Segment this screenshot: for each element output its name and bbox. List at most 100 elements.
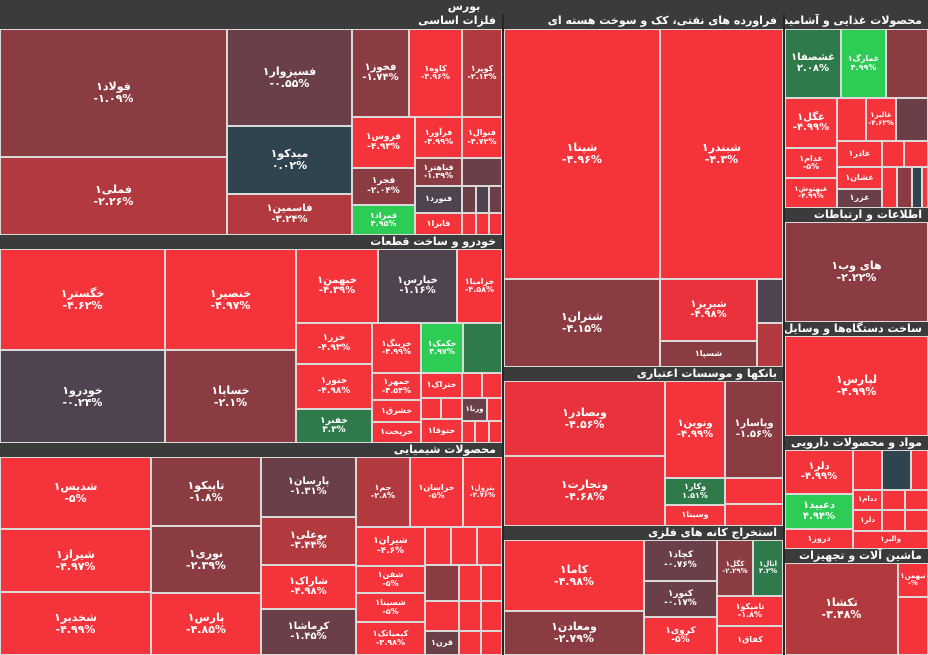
stock-tile-kafagh[interactable]: کفاق۱ — [717, 626, 783, 655]
stock-tile-kupar[interactable]: کوپر۱ -۲.۱۳% — [462, 29, 502, 117]
stock-tile-small[interactable] — [489, 421, 502, 443]
stock-tile-shedis[interactable]: شدیس۱ -۵% — [0, 457, 151, 529]
sector-header-oil[interactable]: فراورده های نفتی، کک و سوخت هسته ای — [504, 14, 783, 29]
stock-tile-khebahman[interactable]: خبهمن۱ -۴.۳۹% — [296, 249, 378, 323]
stock-tile-small[interactable] — [886, 29, 928, 98]
stock-tile-fasmin[interactable]: فاسمین۱ -۳.۲۴% — [227, 194, 352, 235]
stock-tile-small[interactable] — [459, 601, 481, 631]
stock-tile-small[interactable] — [462, 373, 482, 398]
stock-tile-small[interactable] — [898, 597, 928, 655]
stock-tile-kechad[interactable]: کچاد۱ -۰.۷۶% — [644, 540, 717, 581]
stock-tile-dalra[interactable]: دلر۱ -۴.۹۹% — [785, 450, 853, 494]
stock-tile-small[interactable] — [425, 601, 459, 631]
stock-tile-fkhooz[interactable]: فخوز۱ -۱.۷۴% — [352, 29, 409, 117]
stock-tile-ghgol[interactable]: غگل۱ -۴.۹۹% — [785, 98, 837, 148]
stock-tile-small[interactable] — [451, 527, 477, 565]
stock-tile-vekar[interactable]: وکار۱ ۱.۵۱% — [665, 478, 725, 505]
stock-tile-khemhar[interactable]: خمهر۱ -۴.۵۴% — [372, 373, 421, 400]
stock-tile-hiweb[interactable]: های وب۱ -۲.۲۲% — [785, 222, 928, 322]
stock-tile-lepars[interactable]: لپارس۱ -۴.۹۹% — [785, 336, 928, 436]
stock-tile-small[interactable] — [475, 421, 489, 443]
stock-tile-ghchshan[interactable]: غشان۱ — [837, 167, 882, 189]
stock-tile-vebsadar[interactable]: وبصادر۱ -۴.۵۶% — [504, 381, 665, 456]
stock-tile-small[interactable] — [757, 323, 783, 367]
stock-tile-booali[interactable]: بوعلی۱ -۳.۴۴% — [261, 517, 356, 565]
stock-tile-ghadam[interactable]: غدام۱ -۵% — [785, 148, 837, 178]
stock-tile-shiran[interactable]: شیران۱ -۴.۶% — [356, 527, 425, 566]
stock-tile-khetoga[interactable]: ختوقا۱ — [421, 419, 462, 443]
stock-tile-small[interactable] — [853, 450, 882, 490]
stock-tile-small[interactable] — [757, 279, 783, 323]
sector-header-mining[interactable]: استخراج کانه های فلزی — [504, 526, 783, 540]
stock-tile-ghazar2[interactable]: غزر۱ — [837, 189, 882, 208]
sector-header-metals[interactable]: فلزات اساسی — [0, 14, 502, 29]
stock-tile-fjar[interactable]: فجر۱ -۲.۰۴% — [352, 168, 415, 205]
stock-tile-small[interactable] — [882, 167, 897, 208]
stock-tile-small[interactable] — [904, 141, 928, 167]
stock-tile-kherink[interactable]: خرینگ۱ -۴.۹۹% — [372, 323, 421, 373]
sector-header-comm-devices[interactable]: ساخت دستگاه‌ها و وسایل ارتباطی — [785, 322, 928, 336]
stock-tile-small[interactable] — [912, 167, 922, 208]
stock-tile-small[interactable] — [441, 398, 462, 419]
stock-tile-khorasan[interactable]: خراسان۱ -۵% — [410, 457, 463, 527]
sector-header-food[interactable]: محصولات غذایی و آشامیدنی به جز قند — [785, 14, 928, 29]
sector-header-auto[interactable]: خودرو و ساخت قطعات — [0, 235, 502, 249]
stock-tile-ghamarak[interactable]: غمارگ۱ ۴.۹۹% — [841, 29, 886, 98]
stock-tile-small[interactable] — [487, 398, 502, 421]
stock-tile-fameli[interactable]: فملی۱ -۲.۲۶% — [0, 157, 227, 235]
stock-tile-small[interactable] — [462, 213, 476, 235]
stock-tile-small[interactable] — [462, 158, 502, 186]
stock-tile-famrad[interactable]: فمراد۱ ۴.۹۵% — [352, 205, 415, 235]
stock-tile-small[interactable] — [882, 490, 905, 510]
sector-header-chem[interactable]: محصولات شیمیایی — [0, 443, 502, 457]
stock-tile-khezamia[interactable]: خزامیا۱ -۴.۵۸% — [457, 249, 502, 323]
stock-tile-dalrou[interactable]: دلر۱ — [853, 510, 882, 531]
stock-tile-small[interactable] — [421, 398, 441, 419]
stock-tile-foolad[interactable]: فولاد۱ -۱.۰۹% — [0, 29, 227, 157]
stock-tile-khesapa[interactable]: خساپا۱ -۲.۱% — [165, 350, 296, 443]
stock-tile-shekhdir[interactable]: شخدیر۱ -۴.۹۹% — [0, 592, 151, 655]
stock-tile-small[interactable] — [882, 450, 911, 490]
stock-tile-small[interactable] — [476, 186, 489, 213]
stock-tile-shebriz[interactable]: شبریز۱ -۴.۹۸% — [660, 279, 757, 341]
stock-tile-pars[interactable]: پارس۱ -۴.۸۵% — [151, 593, 261, 655]
sector-header-pharma[interactable]: مواد و محصولات دارویی — [785, 436, 928, 450]
stock-tile-vesina[interactable]: وسینا۱ — [665, 505, 725, 526]
stock-tile-khekamak[interactable]: خکمک۱ ۴.۹۷% — [421, 323, 463, 373]
stock-tile-ghbehnoosh[interactable]: غبهنوش۱ -۴.۹۹% — [785, 178, 837, 208]
stock-tile-small[interactable] — [882, 141, 904, 167]
stock-tile-khefanar[interactable]: خفنر۱ ۳.۳% — [296, 409, 372, 443]
stock-tile-small[interactable] — [481, 631, 502, 655]
stock-tile-ghazar[interactable]: غاذر۱ — [837, 141, 882, 167]
stock-tile-vepasar[interactable]: وپاسار۱ -۱.۵۶% — [725, 381, 783, 478]
stock-tile-tekasha[interactable]: تکشا۱ -۳.۴۸% — [785, 563, 898, 655]
stock-tile-ghalbor[interactable]: غالبر۱ -۴.۶۳% — [866, 98, 896, 141]
stock-tile-noori[interactable]: نوری۱ -۲.۳۹% — [151, 526, 261, 593]
stock-tile-small[interactable] — [481, 601, 502, 631]
stock-tile-vamaden[interactable]: ومعادن۱ -۲.۷۹% — [504, 611, 644, 655]
stock-tile-small[interactable] — [882, 510, 905, 531]
stock-tile-small[interactable] — [476, 213, 489, 235]
stock-tile-shepna[interactable]: شپنا۱ -۴.۹۶% — [504, 29, 660, 279]
stock-tile-tabehmen[interactable]: تبهمن۱ -% — [898, 563, 928, 597]
stock-tile-dadam[interactable]: ددام۱ — [853, 490, 882, 510]
stock-tile-small[interactable] — [905, 490, 928, 510]
stock-tile-tapiko[interactable]: تاپیکو۱ -۱.۸% — [151, 457, 261, 526]
stock-tile-small[interactable] — [425, 527, 451, 565]
stock-tile-vetejarat[interactable]: وتجارت۱ -۴.۶۸% — [504, 456, 665, 526]
stock-tile-keroy[interactable]: کروی۱ -۵% — [644, 617, 717, 655]
stock-tile-dabid[interactable]: دعبید۱ ۴.۹۴% — [785, 494, 853, 529]
stock-tile-khodro[interactable]: خودرو۱ -۰.۲۴% — [0, 350, 165, 443]
stock-tile-khenseir[interactable]: خنصیر۱ -۴.۹۷% — [165, 249, 296, 350]
stock-tile-khetoor[interactable]: ختور۱ -۴.۹۸% — [296, 364, 372, 409]
stock-tile-kaveh[interactable]: کاوه۱ -۴.۹۶% — [409, 29, 462, 117]
stock-tile-froos[interactable]: فروس۱ -۴.۹۳% — [352, 117, 415, 168]
stock-tile-khegostar[interactable]: خگستر۱ -۴.۶۲% — [0, 249, 165, 350]
stock-tile-small[interactable] — [489, 213, 502, 235]
stock-tile-kenoor[interactable]: کنور۱ -۰.۱۷% — [644, 581, 717, 617]
sector-header-machinery[interactable]: ماشین آلات و تجهیزات — [785, 549, 928, 563]
stock-tile-petrol[interactable]: پترول۱ -۲.۷۶% — [463, 457, 502, 527]
stock-tile-vallira[interactable]: والبر۱ — [853, 531, 928, 549]
stock-tile-small[interactable] — [459, 631, 481, 655]
stock-tile-ghshesafa[interactable]: غشصفا۱ ۲.۰۸% — [785, 29, 841, 98]
